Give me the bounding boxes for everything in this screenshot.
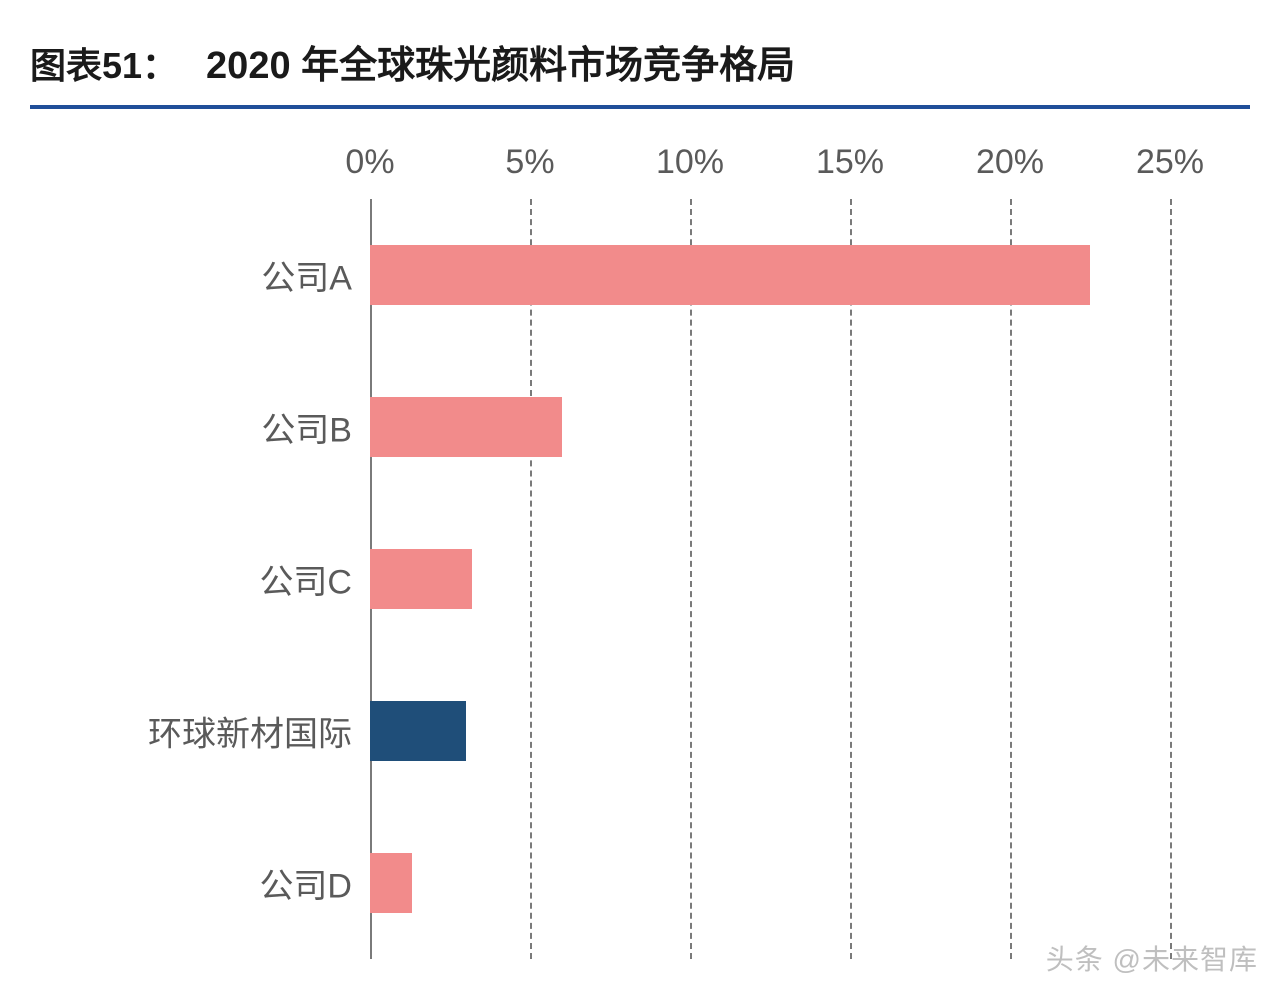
grid-line [1010, 199, 1012, 959]
category-label: 公司B [261, 403, 352, 452]
grid-line [690, 199, 692, 959]
chart-header: 图表51： 2020 年全球珠光颜料市场竞争格局 [30, 20, 1250, 109]
chart-title-prefix: 图表51： [30, 37, 178, 89]
x-tick-label: 5% [505, 143, 554, 182]
grid-line [1170, 199, 1172, 959]
category-label: 公司C [259, 555, 352, 604]
grid-line [850, 199, 852, 959]
chart-area: 0% 5% 10% 15% 20% 25% 公司A 公司B 公司C 环球新材国际公司D [30, 139, 1250, 959]
x-tick-label: 10% [656, 143, 724, 182]
x-tick-label: 0% [345, 143, 394, 182]
x-tick-label: 15% [816, 143, 884, 182]
category-label: 公司A [261, 251, 352, 300]
bar [370, 701, 466, 761]
bar [370, 853, 412, 913]
x-tick-label: 25% [1136, 143, 1204, 182]
x-tick-label: 20% [976, 143, 1044, 182]
category-label: 公司D [259, 859, 352, 908]
chart-title: 2020 年全球珠光颜料市场竞争格局 [206, 34, 795, 89]
grid-line [530, 199, 532, 959]
bar [370, 397, 562, 457]
category-label: 环球新材国际 [148, 707, 352, 756]
chart-plot: 0%5%10%15%20%25%公司A公司B公司C环球新材国际公司D [370, 199, 1170, 959]
bar [370, 245, 1090, 305]
bar [370, 549, 472, 609]
